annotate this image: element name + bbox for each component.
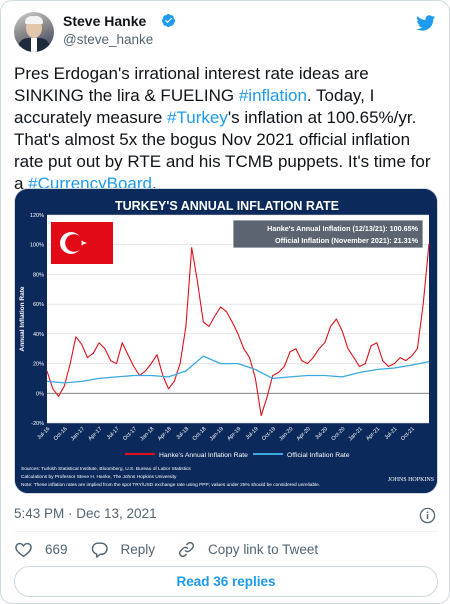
y-tick-labels: 120% 100% 80% 60% 40% 20% 0% -20% <box>30 213 44 427</box>
y-tick-label: 40% <box>33 332 44 338</box>
chart-series <box>46 243 430 417</box>
verified-badge-icon <box>161 13 176 28</box>
johns-hopkins-logo: JOHNS HOPKINS <box>388 477 434 483</box>
annotation-box <box>232 219 424 249</box>
avatar-shirt <box>31 38 37 52</box>
y-tick-label: 80% <box>33 272 44 278</box>
tweet-text-segment: Pres Erdogan's irrational interest rate … <box>14 64 369 105</box>
y-axis-label: Annual Inflation Rate <box>19 286 26 351</box>
tweet-timestamp[interactable]: 5:43 PM · Dec 13, 2021 <box>14 506 157 521</box>
y-tick-label: 0% <box>36 391 44 397</box>
info-icon[interactable] <box>419 507 436 524</box>
reply-label: Reply <box>120 541 156 557</box>
inflation-chart: TURKEY'S ANNUAL INFLATION RATE 120% 100% 8… <box>15 189 437 493</box>
hashtag-link[interactable]: #inflation <box>238 86 307 105</box>
tweet-actions: 669 Reply Copy link to Tweet <box>14 538 340 560</box>
y-tick-label: 20% <box>33 362 44 368</box>
chart-calculations-line: Calculations by Professor Steve H. Hanke… <box>21 474 177 480</box>
tweet-text-segment: 's inflation at 100.65%/yr. That's almos… <box>14 108 431 193</box>
hashtag-link[interactable]: #Turkey <box>167 108 228 127</box>
annotation-hanke: Hanke's Annual Inflation (12/13/21): 100… <box>267 224 418 233</box>
reply-button[interactable]: Reply <box>90 540 156 559</box>
tweet-text-segment: . <box>151 174 157 193</box>
chart-legend: Hanke's Annual Inflation Rate Official I… <box>125 452 350 459</box>
reply-icon <box>91 541 108 558</box>
heart-icon <box>15 542 32 557</box>
avatar-hair <box>25 16 43 24</box>
avatar[interactable] <box>14 12 54 52</box>
twitter-bird-icon[interactable] <box>414 13 437 33</box>
link-icon <box>178 541 195 557</box>
copy-link-label: Copy link to Tweet <box>208 541 319 557</box>
chart-note-line: Note: These inflation rates are implied … <box>21 482 320 488</box>
chart-title: TURKEY'S ANNUAL INFLATION RATE <box>115 199 339 213</box>
y-tick-label: 60% <box>33 302 44 308</box>
tweet-text: Pres Erdogan's irrational interest rate … <box>14 63 439 195</box>
y-tick-label: 100% <box>30 243 44 249</box>
legend-hanke: Hanke's Annual Inflation Rate <box>159 452 248 459</box>
tweet-text-segment: . Today, I accurately measure <box>14 86 375 127</box>
y-tick-label: 120% <box>30 213 44 219</box>
y-tick-label: -20% <box>31 421 44 427</box>
author-handle[interactable]: @steve_hanke <box>63 32 154 47</box>
series-official-line <box>46 355 430 384</box>
like-button[interactable]: 669 <box>14 540 68 559</box>
chart-source-line: Sources: Turkish Statistical Institute, … <box>21 466 191 472</box>
read-replies-button[interactable]: Read 36 replies <box>14 566 438 597</box>
like-count: 669 <box>45 541 68 557</box>
divider <box>14 531 438 532</box>
series-hanke-line <box>46 243 430 417</box>
turkey-flag-icon <box>51 222 113 264</box>
annotation-official: Official Inflation (November 2021): 21.3… <box>275 236 419 245</box>
legend-official: Official Inflation Rate <box>287 452 350 459</box>
author-name[interactable]: Steve Hanke <box>63 13 147 29</box>
copy-link-button[interactable]: Copy link to Tweet <box>177 540 318 559</box>
tweet-media-chart[interactable]: TURKEY'S ANNUAL INFLATION RATE 120% 100% 8… <box>14 188 438 494</box>
